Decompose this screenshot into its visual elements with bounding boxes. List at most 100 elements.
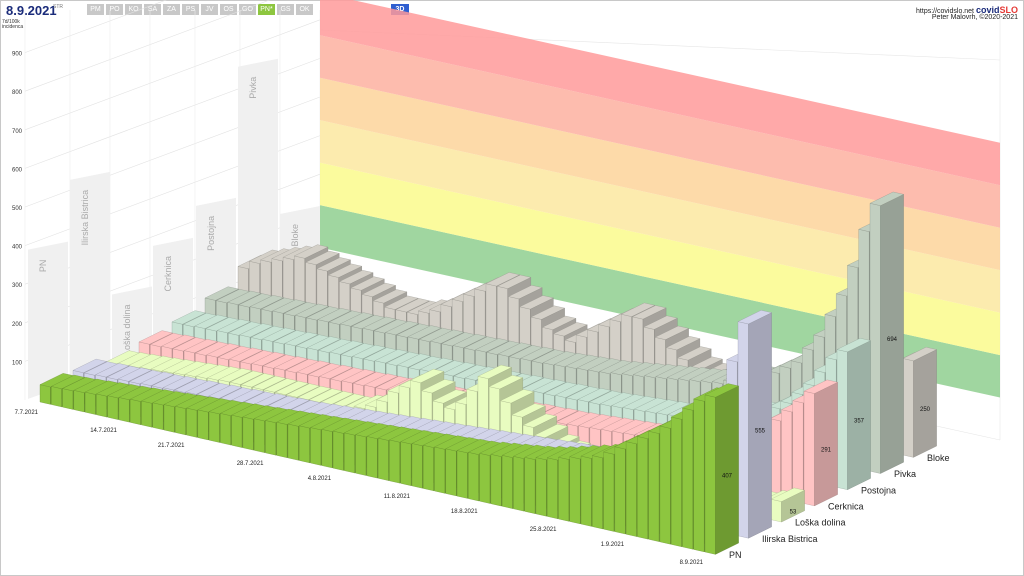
wall-series-label: PN	[38, 260, 48, 273]
tab-gs[interactable]: GS	[277, 4, 294, 15]
bar-top	[194, 314, 229, 329]
date-label: 4.8.2021	[308, 476, 332, 482]
bar	[355, 434, 367, 476]
y-tick-label: 500	[12, 206, 23, 212]
value-label: 357	[854, 418, 865, 424]
bar-side	[847, 340, 871, 490]
bar-top	[117, 367, 153, 382]
bar	[803, 390, 815, 507]
bar	[445, 448, 457, 497]
bar-top	[185, 380, 220, 395]
bar	[592, 455, 603, 530]
bar	[671, 416, 682, 547]
bar-top	[432, 389, 467, 404]
y-tick-label: 800	[12, 90, 23, 96]
bar-top	[477, 364, 512, 379]
tab-pn[interactable]: PN*	[258, 4, 275, 15]
bar-top	[384, 321, 420, 336]
bar	[535, 457, 547, 517]
value-label: 291	[821, 447, 832, 453]
bar-top	[541, 315, 577, 330]
y-tick-label: 100	[12, 360, 23, 366]
wall-series-label: Ilirska Bistrica	[80, 190, 90, 246]
bar	[96, 393, 108, 418]
bar-top	[362, 316, 397, 331]
bar	[468, 452, 479, 502]
bar	[208, 411, 220, 443]
bar-top	[488, 375, 524, 390]
bar	[625, 441, 637, 537]
tab-os[interactable]: OS	[220, 4, 237, 15]
tab-ko[interactable]: KO	[125, 4, 142, 15]
bar-top	[272, 299, 307, 314]
bar-top	[485, 272, 521, 287]
bar	[73, 390, 85, 413]
bar	[524, 457, 536, 514]
bar-top	[522, 413, 558, 428]
site-url[interactable]: https://covidslo.net	[916, 8, 975, 15]
bar	[737, 321, 749, 539]
bar	[513, 456, 525, 512]
bar	[377, 437, 389, 481]
bar-top	[374, 349, 409, 364]
bar	[400, 441, 412, 486]
wall-series-label: Cerknica	[163, 256, 173, 292]
bar-top	[442, 362, 477, 377]
bar-top	[511, 403, 546, 418]
threshold-zone	[320, 77, 1000, 271]
bar-top	[183, 339, 219, 354]
bar-top	[372, 289, 408, 304]
bar	[770, 499, 782, 523]
bar-top	[869, 191, 905, 206]
tab-sa[interactable]: SA	[144, 4, 161, 15]
bar-top	[500, 389, 535, 404]
bar	[781, 409, 793, 501]
tab-go[interactable]: GO	[239, 4, 256, 15]
view-3d-button[interactable]: 3D	[391, 4, 409, 15]
tab-ok[interactable]: OK	[296, 4, 313, 15]
bar	[637, 436, 649, 540]
bar-top	[452, 333, 488, 348]
wall-series-label: Loška dolina	[122, 304, 132, 355]
date-label: 11.8.2021	[384, 494, 411, 500]
bar-top	[329, 340, 364, 355]
bar-top	[654, 325, 690, 340]
gridline	[24, 0, 167, 53]
date-label: 7.7.2021	[15, 410, 39, 416]
bar-top	[643, 315, 678, 330]
y-tick-label: 300	[12, 283, 23, 289]
bar	[479, 453, 491, 504]
tab-za[interactable]: ZA	[163, 4, 180, 15]
bar	[39, 384, 51, 405]
bar	[220, 413, 231, 446]
value-label: 694	[887, 337, 898, 343]
bar-top	[229, 370, 265, 385]
row-label: Pivka	[894, 469, 916, 479]
author-credit: Peter Malovrh, ©2020-2021	[931, 14, 1018, 21]
bar-top	[240, 373, 276, 388]
row-label: Loška dolina	[795, 518, 846, 528]
date-label: 1.9.2021	[601, 542, 625, 548]
date-label: 14.7.2021	[90, 428, 117, 434]
bar-side	[814, 381, 838, 507]
bar-top	[665, 336, 701, 351]
bar-top	[704, 383, 740, 398]
bar	[265, 420, 277, 456]
bar-top	[318, 364, 354, 379]
tab-ps[interactable]: PS	[182, 4, 199, 15]
value-label: 250	[920, 407, 931, 413]
bar-top	[803, 379, 839, 394]
bar-top	[508, 285, 543, 300]
bar-top	[316, 257, 351, 272]
tab-pm[interactable]: PM	[87, 4, 104, 15]
tab-po[interactable]: PO	[106, 4, 123, 15]
tab-jv[interactable]: JV	[201, 4, 218, 15]
date-label: 25.8.2021	[530, 527, 557, 533]
bar	[152, 402, 164, 430]
bar	[569, 456, 581, 525]
bar-top	[577, 388, 612, 403]
bar	[107, 395, 119, 420]
y-tick-label: 200	[12, 322, 23, 328]
row-label: Postojna	[861, 485, 896, 495]
